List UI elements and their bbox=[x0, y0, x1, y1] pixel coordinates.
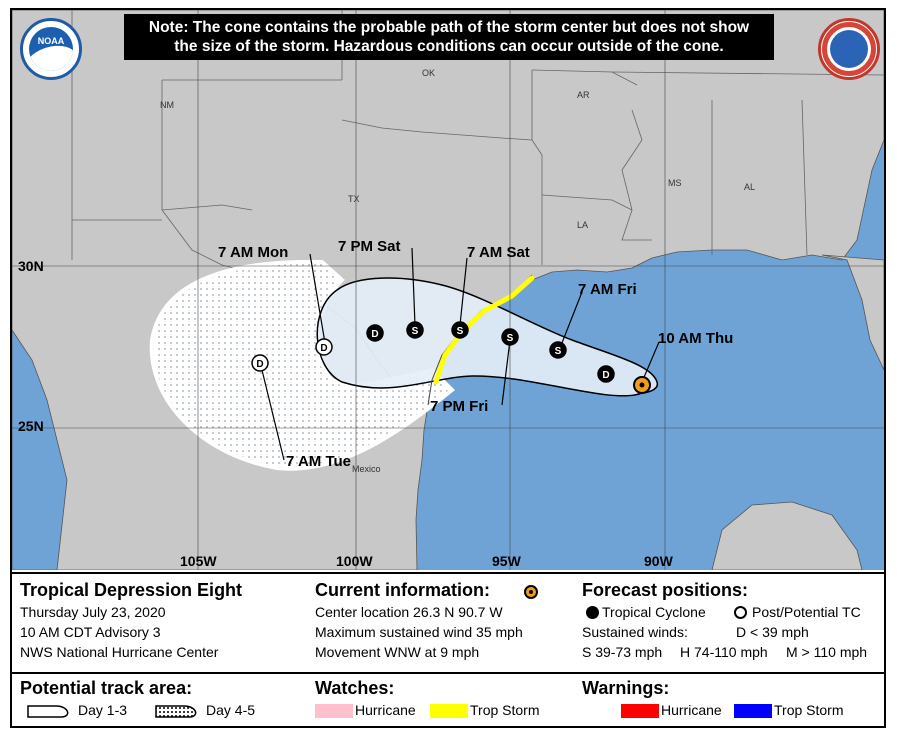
track-label-fri-7am: 7 AM Fri bbox=[578, 281, 637, 298]
track-label-tue-7am: 7 AM Tue bbox=[286, 453, 352, 470]
forecast-point-marker bbox=[251, 354, 269, 372]
state-label-ms: MS bbox=[668, 178, 682, 188]
yucatan bbox=[711, 501, 863, 570]
track-label-sat-7am: 7 AM Sat bbox=[467, 244, 530, 261]
state-label-nm: NM bbox=[160, 100, 174, 110]
day45-label: Day 4-5 bbox=[206, 702, 256, 718]
m-range: M > 110 mph bbox=[786, 644, 868, 660]
track-label-fri-7pm: 7 PM Fri bbox=[430, 398, 489, 415]
cone-disclaimer-note: Note: The cone contains the probable pat… bbox=[124, 14, 774, 60]
noaa-logo: NOAA bbox=[20, 18, 82, 80]
max-wind: Maximum sustained wind 35 mph bbox=[315, 624, 523, 640]
lon-label-90w: 90W bbox=[644, 553, 673, 569]
note-line-1: Note: The cone contains the probable pat… bbox=[148, 19, 750, 36]
movement: Movement WNW at 9 mph bbox=[315, 644, 480, 660]
florida bbox=[821, 254, 884, 371]
post-tc-label: Post/Potential TC bbox=[752, 604, 861, 620]
hurricane-warning-swatch bbox=[621, 704, 659, 718]
forecast-point-letter: S bbox=[507, 333, 514, 344]
trop-storm-watch-coast bbox=[433, 275, 535, 385]
state-label-la: LA bbox=[577, 220, 589, 230]
warnings-title: Warnings: bbox=[582, 678, 670, 698]
forecast-point-marker bbox=[406, 321, 424, 339]
track-area-title: Potential track area: bbox=[20, 678, 193, 698]
s-range: S 39-73 mph bbox=[582, 644, 663, 660]
d-range: D < 39 mph bbox=[736, 624, 809, 640]
forecast-markers: D S S S S D D D bbox=[251, 321, 651, 394]
cone-day45 bbox=[149, 259, 455, 471]
advisory-number: 10 AM CDT Advisory 3 bbox=[20, 624, 161, 640]
issuing-center: NWS National Hurricane Center bbox=[20, 644, 219, 660]
watches-title: Watches: bbox=[315, 678, 395, 698]
state-label-tx: TX bbox=[348, 194, 360, 204]
trop-storm-warning-swatch bbox=[734, 704, 772, 718]
forecast-map: D S S S S D D D bbox=[12, 10, 884, 570]
forecast-point-marker bbox=[501, 328, 519, 346]
day45-cone-icon bbox=[155, 705, 197, 718]
h-range: H 74-110 mph bbox=[680, 644, 768, 660]
forecast-point-letter: S bbox=[412, 326, 419, 337]
lon-label-95w: 95W bbox=[492, 553, 521, 569]
current-position-center bbox=[639, 382, 645, 388]
trop-storm-warning-label: Trop Storm bbox=[774, 702, 844, 718]
forecast-point-letter: S bbox=[555, 346, 562, 357]
forecast-point-marker bbox=[315, 338, 333, 356]
forecast-point-marker bbox=[597, 365, 615, 383]
tropical-cyclone-dot-icon bbox=[586, 606, 599, 619]
state-label-al: AL bbox=[744, 182, 756, 192]
label-leaders bbox=[260, 247, 660, 461]
center-location: Center location 26.3 N 90.7 W bbox=[315, 604, 503, 620]
forecast-point-marker bbox=[366, 324, 384, 342]
forecast-positions-title: Forecast positions: bbox=[582, 580, 749, 600]
track-label-mon-7am: 7 AM Mon bbox=[218, 244, 289, 261]
day13-label: Day 1-3 bbox=[78, 702, 128, 718]
nws-logo bbox=[818, 18, 880, 80]
gulf-of-california bbox=[12, 329, 68, 570]
legend-divider bbox=[12, 672, 884, 674]
advisory-date: Thursday July 23, 2020 bbox=[20, 604, 166, 620]
legend-panel: Tropical Depression Eight Thursday July … bbox=[12, 572, 884, 726]
current-position-icon bbox=[524, 585, 538, 599]
storm-name: Tropical Depression Eight bbox=[20, 580, 243, 600]
forecast-point-marker bbox=[451, 321, 469, 339]
lat-label-25n: 25N bbox=[18, 418, 44, 434]
forecast-point-marker bbox=[549, 341, 567, 359]
track-label-sat-7pm: 7 PM Sat bbox=[338, 238, 401, 255]
day13-cone-icon bbox=[27, 705, 69, 718]
lon-label-105w: 105W bbox=[180, 553, 217, 569]
forecast-point-letter: S bbox=[457, 326, 464, 337]
trop-storm-watch-swatch bbox=[430, 704, 468, 718]
noaa-logo-text: NOAA bbox=[37, 36, 65, 46]
hurricane-watch-label: Hurricane bbox=[355, 702, 416, 718]
forecast-graphic: D S S S S D D D Note: The cone contains the pro… bbox=[10, 8, 886, 728]
forecast-point-letter: D bbox=[256, 359, 263, 370]
tropical-cyclone-label: Tropical Cyclone bbox=[602, 604, 706, 620]
forecast-point-letter: D bbox=[602, 370, 609, 381]
current-info-title: Current information: bbox=[315, 580, 490, 600]
forecast-point-letter: D bbox=[371, 329, 378, 340]
lon-label-100w: 100W bbox=[336, 553, 373, 569]
lat-label-30n: 30N bbox=[18, 258, 44, 274]
country-label-mexico: Mexico bbox=[352, 464, 381, 474]
state-label-ok: OK bbox=[422, 68, 436, 78]
state-label-ar: AR bbox=[577, 90, 590, 100]
forecast-point-letter: D bbox=[320, 343, 327, 354]
sustained-winds-label: Sustained winds: bbox=[582, 624, 688, 640]
cone-day13 bbox=[316, 277, 659, 397]
trop-storm-watch-label: Trop Storm bbox=[470, 702, 540, 718]
hurricane-watch-swatch bbox=[315, 704, 353, 718]
track-label-thu-10am: 10 AM Thu bbox=[658, 330, 734, 347]
graticule bbox=[12, 10, 884, 570]
post-tc-open-dot-icon bbox=[734, 606, 747, 619]
note-line-2: the size of the storm. Hazardous conditi… bbox=[174, 38, 724, 55]
hurricane-warning-label: Hurricane bbox=[661, 702, 722, 718]
